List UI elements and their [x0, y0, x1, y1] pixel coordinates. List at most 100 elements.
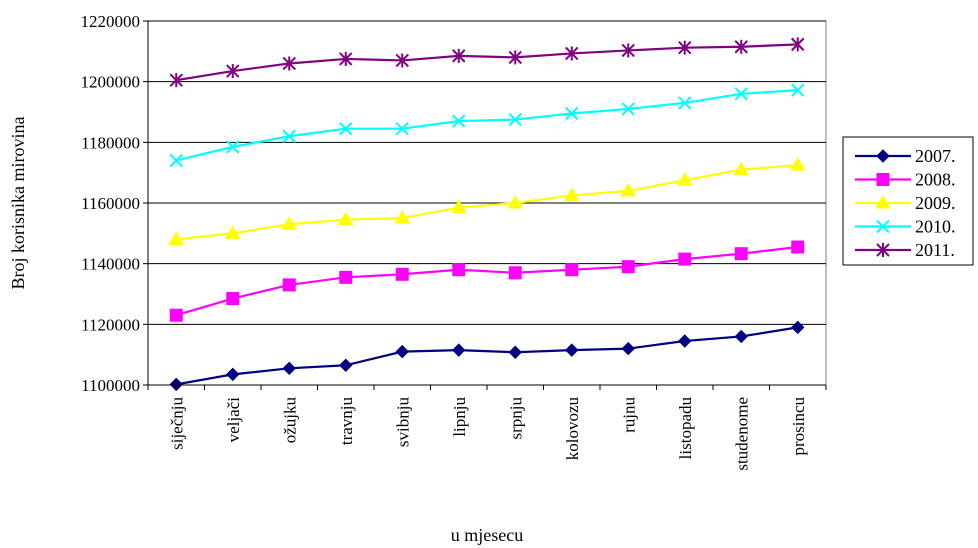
data-point — [621, 341, 635, 356]
legend-item: 2007. — [855, 146, 956, 166]
y-tick-label: 1100000 — [81, 376, 140, 395]
data-point — [452, 48, 466, 63]
data-point — [791, 37, 805, 52]
data-point — [621, 43, 635, 58]
data-point — [169, 73, 183, 88]
legend-item: 2011. — [855, 240, 955, 260]
x-tick-label: svibnju — [393, 397, 412, 448]
series-5 — [169, 37, 805, 88]
data-point — [507, 195, 524, 209]
data-point — [621, 260, 635, 274]
data-point — [678, 96, 692, 110]
data-point — [678, 334, 692, 348]
data-point — [168, 231, 185, 245]
data-point — [876, 219, 890, 234]
x-tick-label: listopadu — [676, 397, 695, 460]
data-point — [733, 161, 750, 176]
legend-item: 2009. — [855, 193, 956, 213]
x-tick-label: prosincu — [789, 397, 808, 456]
data-point — [565, 343, 579, 357]
legend: 2007. 2008. 2009. 2010. 2011. — [842, 136, 974, 266]
data-point — [395, 53, 409, 68]
x-tick-label: siječnju — [167, 397, 186, 450]
data-point — [224, 225, 241, 239]
data-point — [395, 344, 409, 359]
data-point — [678, 252, 692, 266]
series-line — [176, 163, 798, 241]
data-point — [337, 211, 354, 226]
data-point — [876, 243, 890, 257]
x-tick-label: rujnu — [619, 397, 638, 433]
data-point — [226, 367, 240, 382]
x-tick-label: veljači — [224, 397, 243, 443]
data-point — [734, 39, 748, 54]
y-tick-label: 1180000 — [81, 133, 140, 152]
series-line — [176, 43, 798, 82]
data-point — [282, 361, 296, 376]
data-point — [565, 106, 579, 121]
data-point — [394, 210, 411, 224]
x-axis-title: u mjesecu — [451, 525, 523, 545]
x-tick-label: kolovozu — [563, 397, 582, 461]
y-tick-label: 1160000 — [81, 194, 140, 213]
data-point — [791, 83, 805, 97]
legend-label: 2011. — [915, 240, 955, 260]
data-point — [676, 172, 693, 186]
data-point — [169, 377, 183, 392]
x-tick-label: srpnju — [506, 397, 525, 440]
data-point — [508, 112, 522, 127]
data-point — [169, 308, 183, 322]
data-point — [226, 292, 240, 306]
x-tick-label: studenome — [732, 397, 751, 471]
data-point — [734, 329, 748, 344]
data-point — [620, 182, 637, 197]
data-point — [791, 240, 805, 254]
series-2 — [169, 240, 805, 322]
series-1 — [169, 320, 805, 392]
legend-label: 2008. — [915, 170, 956, 190]
data-point — [876, 173, 890, 186]
series-line — [176, 326, 798, 386]
x-tick-label: ožujku — [280, 397, 299, 444]
data-point — [876, 149, 890, 163]
legend-box — [842, 136, 974, 266]
data-point — [508, 50, 522, 65]
data-point — [282, 129, 296, 143]
data-point — [508, 345, 522, 359]
y-tick-label: 1120000 — [81, 315, 140, 334]
data-point — [339, 51, 353, 66]
data-point — [450, 199, 467, 214]
y-tick-label: 1140000 — [81, 255, 140, 274]
series-line — [175, 245, 798, 317]
series-line — [175, 89, 798, 162]
data-point — [339, 358, 353, 372]
series-layer — [168, 37, 806, 392]
data-point — [282, 278, 296, 292]
data-point — [789, 157, 806, 171]
data-point — [281, 216, 298, 230]
data-point — [563, 187, 580, 201]
data-point — [791, 320, 805, 335]
data-point — [452, 114, 466, 128]
data-point — [734, 87, 748, 101]
data-point — [395, 267, 409, 281]
data-point — [339, 270, 353, 284]
data-point — [565, 263, 579, 277]
data-point — [508, 266, 522, 280]
x-tick-label: lipnju — [450, 397, 469, 437]
data-point — [282, 56, 296, 71]
data-point — [565, 46, 579, 61]
y-axis-ticks: 1100000 1120000 1140000 1160000 1180000 12000… — [81, 12, 148, 395]
series-4 — [169, 83, 805, 168]
data-point — [734, 247, 748, 261]
data-point — [875, 195, 891, 209]
legend-item: 2010. — [855, 217, 956, 237]
legend-label: 2009. — [915, 193, 956, 213]
data-point — [621, 102, 635, 116]
legend-label: 2007. — [915, 146, 956, 166]
data-point — [339, 121, 353, 136]
data-point — [452, 343, 466, 357]
data-point — [226, 140, 240, 154]
y-axis-title: Broj korisnika mirovina — [8, 117, 28, 290]
